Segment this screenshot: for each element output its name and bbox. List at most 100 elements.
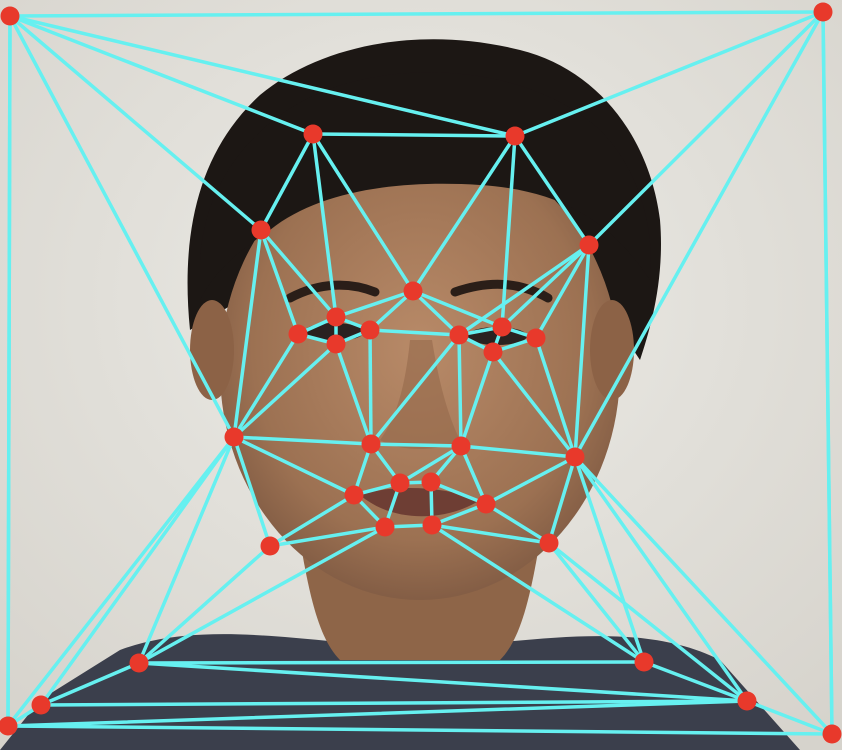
triangulation-edge — [6, 435, 236, 728]
triangulation-edge — [334, 289, 415, 319]
triangulation-edge — [547, 541, 749, 703]
landmark-point — [421, 472, 441, 492]
triangulation-edge — [573, 455, 749, 703]
triangulation-edge — [232, 435, 356, 497]
triangulation-edge — [573, 243, 591, 459]
triangulation-edge — [369, 442, 463, 448]
landmark-point — [492, 317, 512, 337]
triangulation-edge — [821, 10, 834, 736]
triangulation-edge — [39, 661, 141, 707]
landmark-point — [579, 235, 599, 255]
triangulation-edge — [232, 332, 300, 439]
triangulation-edge — [259, 132, 315, 232]
triangulation-edge — [137, 525, 387, 665]
triangulation-edge — [368, 289, 415, 332]
left-eyebrow — [285, 280, 380, 303]
landmark-point — [565, 447, 585, 467]
left-eye — [304, 323, 364, 341]
triangulation-edges — [6, 10, 834, 736]
landmark-point — [375, 517, 395, 537]
triangulation-edge — [484, 455, 577, 506]
triangulation-edge — [534, 336, 577, 459]
triangulation-edge — [8, 14, 315, 136]
landmark-point — [449, 325, 469, 345]
triangulation-edge — [6, 699, 749, 728]
landmark-point — [251, 220, 271, 240]
triangulation-edge — [232, 342, 338, 439]
triangulation-edge — [8, 14, 263, 232]
triangulation-edge — [573, 455, 834, 736]
triangulation-edge — [6, 14, 12, 728]
landmark-point — [129, 653, 149, 673]
triangulation-edge — [137, 661, 749, 703]
landmark-point — [403, 281, 423, 301]
landmark-point — [737, 691, 757, 711]
landmark-point — [303, 124, 323, 144]
triangulation-edge — [137, 435, 236, 665]
landmark-point — [260, 536, 280, 556]
landmark-point — [813, 2, 833, 22]
triangulation-edge — [311, 132, 517, 138]
triangulation-edge — [500, 243, 591, 329]
landmark-point — [476, 494, 496, 514]
triangulation-edge — [587, 10, 825, 247]
triangulation-edge — [745, 699, 834, 736]
landmark-point — [451, 436, 471, 456]
triangulation-edge — [39, 699, 749, 707]
triangulation-edge — [491, 350, 577, 459]
landmark-point — [0, 6, 20, 26]
landmark-point — [822, 724, 842, 744]
triangulation-edge — [259, 228, 338, 319]
triangulation-edge — [8, 14, 517, 138]
landmark-point — [526, 328, 546, 348]
triangulation-edge — [334, 342, 373, 446]
triangulation-edge — [429, 480, 488, 506]
triangulation-edge — [513, 10, 825, 138]
triangulation-edge — [137, 660, 646, 665]
nose — [380, 340, 460, 449]
triangulation-edge — [369, 333, 461, 446]
triangulation-edge — [259, 228, 300, 336]
triangulation-edge — [398, 444, 463, 485]
landmark-point — [361, 434, 381, 454]
triangulation-edge — [311, 132, 338, 319]
triangulation-edge — [368, 328, 461, 337]
triangulation-edge — [268, 493, 356, 548]
triangulation-edge — [513, 134, 591, 247]
landmark-point — [326, 307, 346, 327]
triangulation-edge — [547, 455, 577, 545]
triangulation-edge — [368, 328, 373, 446]
triangulation-edge — [484, 502, 551, 545]
triangulation-edge — [411, 289, 461, 337]
landmark-point — [31, 695, 51, 715]
triangulation-edge — [137, 544, 272, 665]
landmark-point — [422, 515, 442, 535]
triangulation-edge — [534, 243, 591, 340]
landmark-point — [344, 485, 364, 505]
triangulation-edge — [8, 10, 825, 18]
landmark-point — [505, 126, 525, 146]
triangulation-edge — [459, 444, 488, 506]
landmark-point — [224, 427, 244, 447]
triangulation-edge — [573, 10, 825, 459]
landmark-point — [634, 652, 654, 672]
landmark-point — [0, 716, 18, 736]
triangulation-edge — [459, 350, 495, 448]
triangulation-edge — [430, 523, 646, 664]
triangulation-edge — [430, 502, 488, 527]
triangulation-edge — [573, 455, 646, 664]
landmark-point — [288, 324, 308, 344]
landmark-point — [390, 473, 410, 493]
triangulation-edge — [430, 523, 551, 545]
triangulation-edge — [311, 132, 415, 293]
left-ear — [190, 300, 234, 400]
triangulation-edge — [642, 660, 749, 703]
triangulation-edge — [411, 134, 517, 293]
triangulation-edge — [268, 525, 387, 548]
landmark-point — [360, 320, 380, 340]
triangulation-edge — [500, 134, 517, 329]
triangulation-edge — [8, 14, 236, 439]
landmark-point — [483, 342, 503, 362]
